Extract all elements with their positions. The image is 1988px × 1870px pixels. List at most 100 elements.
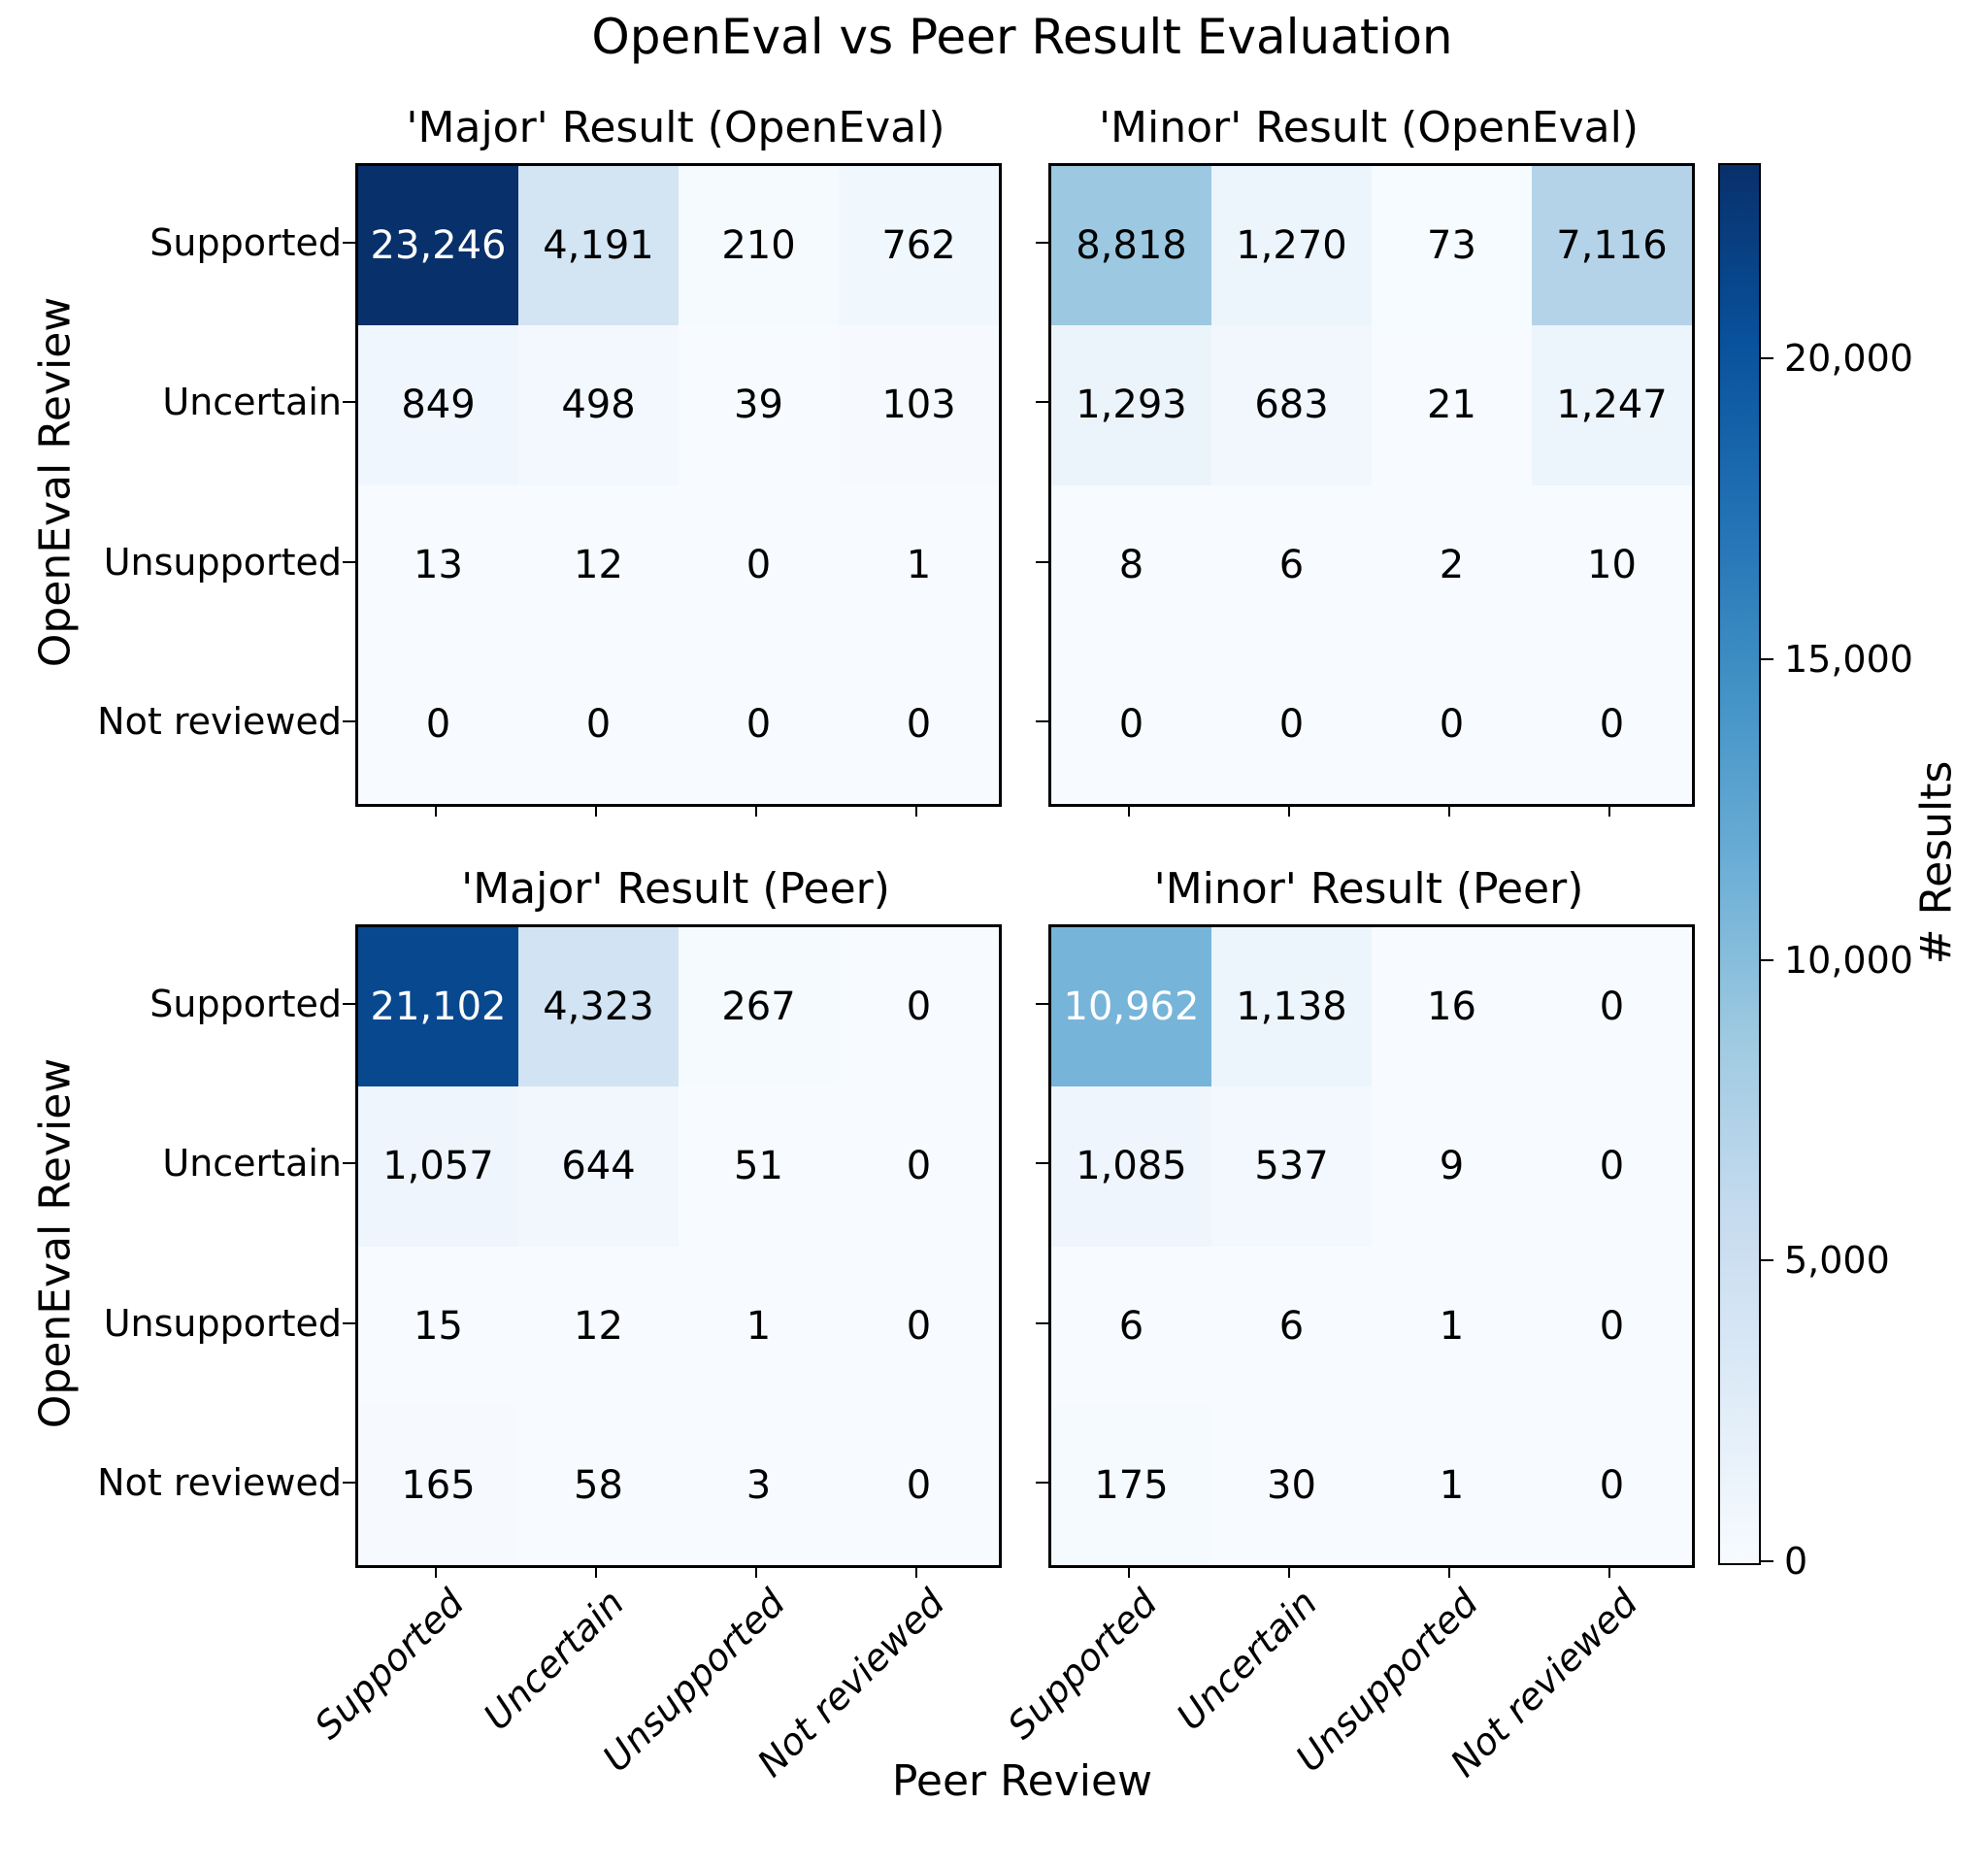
heatmap-cell: 0 bbox=[1372, 644, 1532, 804]
heatmap-cell: 6 bbox=[1211, 484, 1372, 645]
heatmap-cell-value: 0 bbox=[1599, 985, 1625, 1030]
heatmap-cell-value: 103 bbox=[881, 383, 956, 428]
heatmap-cell: 51 bbox=[679, 1086, 839, 1247]
heatmap-cell-value: 0 bbox=[746, 701, 772, 747]
x-tick-mark bbox=[755, 1565, 757, 1578]
heatmap-cell-value: 7,116 bbox=[1556, 223, 1668, 269]
heatmap-cell: 1,085 bbox=[1051, 1086, 1211, 1247]
heatmap-cell-value: 4,191 bbox=[543, 223, 654, 269]
heatmap-cell: 762 bbox=[839, 166, 999, 326]
figure-title: OpenEval vs Peer Result Evaluation bbox=[591, 9, 1453, 65]
heatmap-cell: 58 bbox=[518, 1405, 679, 1565]
y-axis-label-bottom-text: OpenEval Review bbox=[30, 1057, 81, 1429]
x-tick-mark bbox=[435, 804, 437, 817]
y-tick-mark bbox=[1036, 1003, 1048, 1005]
heatmap-cell-value: 0 bbox=[906, 985, 932, 1030]
heatmap-cell: 10 bbox=[1532, 484, 1692, 645]
y-tick-mark bbox=[1036, 561, 1048, 563]
heatmap-cell: 0 bbox=[1211, 644, 1372, 804]
heatmap-cell-value: 644 bbox=[561, 1144, 636, 1189]
x-tick-mark bbox=[1608, 804, 1610, 817]
heatmap-cell: 13 bbox=[358, 484, 518, 645]
colorbar-tick-label: 15,000 bbox=[1784, 638, 1913, 681]
heatmap-cell: 3 bbox=[679, 1405, 839, 1565]
heatmap-cell: 1,138 bbox=[1211, 927, 1372, 1087]
heatmap-cell: 30 bbox=[1211, 1405, 1372, 1565]
heatmap-cell-value: 8 bbox=[1118, 542, 1144, 587]
heatmap-cell: 683 bbox=[1211, 325, 1372, 485]
heatmap-cell-value: 13 bbox=[414, 542, 463, 587]
y-tick-label: Unsupported bbox=[103, 541, 342, 584]
heatmap-cell: 537 bbox=[1211, 1086, 1372, 1247]
heatmap-cell-value: 6 bbox=[1118, 1303, 1144, 1349]
heatmap-cell-value: 537 bbox=[1254, 1144, 1329, 1189]
colorbar-tick-mark bbox=[1761, 357, 1773, 359]
y-axis-label-top-text: OpenEval Review bbox=[30, 296, 81, 668]
y-tick-mark bbox=[343, 720, 355, 722]
x-tick-label: Not reviewed bbox=[1285, 1581, 1646, 1786]
heatmap-cell-value: 9 bbox=[1439, 1144, 1465, 1189]
heatmap-cell-value: 10 bbox=[1587, 542, 1637, 587]
heatmap-cell-value: 1 bbox=[1439, 1462, 1465, 1508]
heatmap-cell: 73 bbox=[1372, 166, 1532, 326]
y-tick-label: Uncertain bbox=[162, 1142, 342, 1185]
heatmap-cell-value: 762 bbox=[881, 223, 956, 269]
y-tick-label: Supported bbox=[149, 983, 342, 1025]
heatmap-cell: 0 bbox=[839, 927, 999, 1087]
heatmap-cell-value: 58 bbox=[574, 1462, 623, 1508]
heatmap-cell-value: 23,246 bbox=[370, 223, 507, 269]
heatmap-cell-value: 8,818 bbox=[1076, 223, 1187, 269]
heatmap-cell: 23,246 bbox=[358, 166, 518, 326]
heatmap-cell: 0 bbox=[358, 644, 518, 804]
x-tick-mark bbox=[1448, 1565, 1450, 1578]
heatmap-cell-value: 10,962 bbox=[1063, 985, 1200, 1030]
heatmap-cell: 12 bbox=[518, 484, 679, 645]
heatmap-cell-value: 0 bbox=[1439, 701, 1465, 747]
colorbar-tick-label: 10,000 bbox=[1784, 939, 1913, 982]
heatmap-cell: 165 bbox=[358, 1405, 518, 1565]
x-tick-mark bbox=[435, 1565, 437, 1578]
x-tick-mark bbox=[1128, 1565, 1130, 1578]
panel-title-minor-openeval: 'Minor' Result (OpenEval) bbox=[1098, 103, 1640, 152]
heatmap-cell: 1,247 bbox=[1532, 325, 1692, 485]
heatmap-cell: 175 bbox=[1051, 1405, 1211, 1565]
heatmap-cell: 8,818 bbox=[1051, 166, 1211, 326]
y-tick-mark bbox=[343, 1162, 355, 1164]
y-tick-mark bbox=[343, 1003, 355, 1005]
y-tick-mark bbox=[1036, 720, 1048, 722]
x-tick-mark bbox=[595, 1565, 597, 1578]
heatmap-cell-value: 1,138 bbox=[1236, 985, 1347, 1030]
colorbar-tick-label: 5,000 bbox=[1784, 1239, 1890, 1282]
heatmap-cell: 16 bbox=[1372, 927, 1532, 1087]
heatmap-cell: 1 bbox=[679, 1246, 839, 1406]
heatmap-cell-value: 0 bbox=[1599, 1144, 1625, 1189]
heatmap-cell: 0 bbox=[1532, 1086, 1692, 1247]
heatmap-cell-value: 175 bbox=[1094, 1462, 1169, 1508]
heatmap-cell: 7,116 bbox=[1532, 166, 1692, 326]
y-tick-label: Supported bbox=[149, 221, 342, 264]
colorbar-axis-label-text: # Results bbox=[1911, 760, 1962, 964]
heatmap-cell: 12 bbox=[518, 1246, 679, 1406]
heatmap-cell: 21,102 bbox=[358, 927, 518, 1087]
y-tick-mark bbox=[343, 242, 355, 244]
colorbar-tick-mark bbox=[1761, 959, 1773, 961]
heatmap-cell-value: 0 bbox=[906, 1462, 932, 1508]
heatmap-cell-value: 2 bbox=[1439, 542, 1465, 587]
heatmap-cell: 6 bbox=[1051, 1246, 1211, 1406]
panel-title-major-peer: 'Major' Result (Peer) bbox=[461, 864, 890, 914]
heatmap-cell: 0 bbox=[679, 644, 839, 804]
heatmap-cell: 2 bbox=[1372, 484, 1532, 645]
colorbar-tick-mark bbox=[1761, 1259, 1773, 1261]
heatmap-cell: 4,323 bbox=[518, 927, 679, 1087]
heatmap-cell: 9 bbox=[1372, 1086, 1532, 1247]
heatmap-cell-value: 0 bbox=[1599, 1303, 1625, 1349]
heatmap-cell: 103 bbox=[839, 325, 999, 485]
x-tick-mark bbox=[915, 1565, 917, 1578]
heatmap-cell: 1 bbox=[1372, 1246, 1532, 1406]
heatmap-cell-value: 73 bbox=[1427, 223, 1476, 269]
heatmap-cell-value: 165 bbox=[401, 1462, 476, 1508]
heatmap-cell-value: 210 bbox=[721, 223, 796, 269]
x-tick-mark bbox=[1288, 804, 1290, 817]
heatmap-cell: 0 bbox=[1532, 644, 1692, 804]
heatmap-cell: 15 bbox=[358, 1246, 518, 1406]
